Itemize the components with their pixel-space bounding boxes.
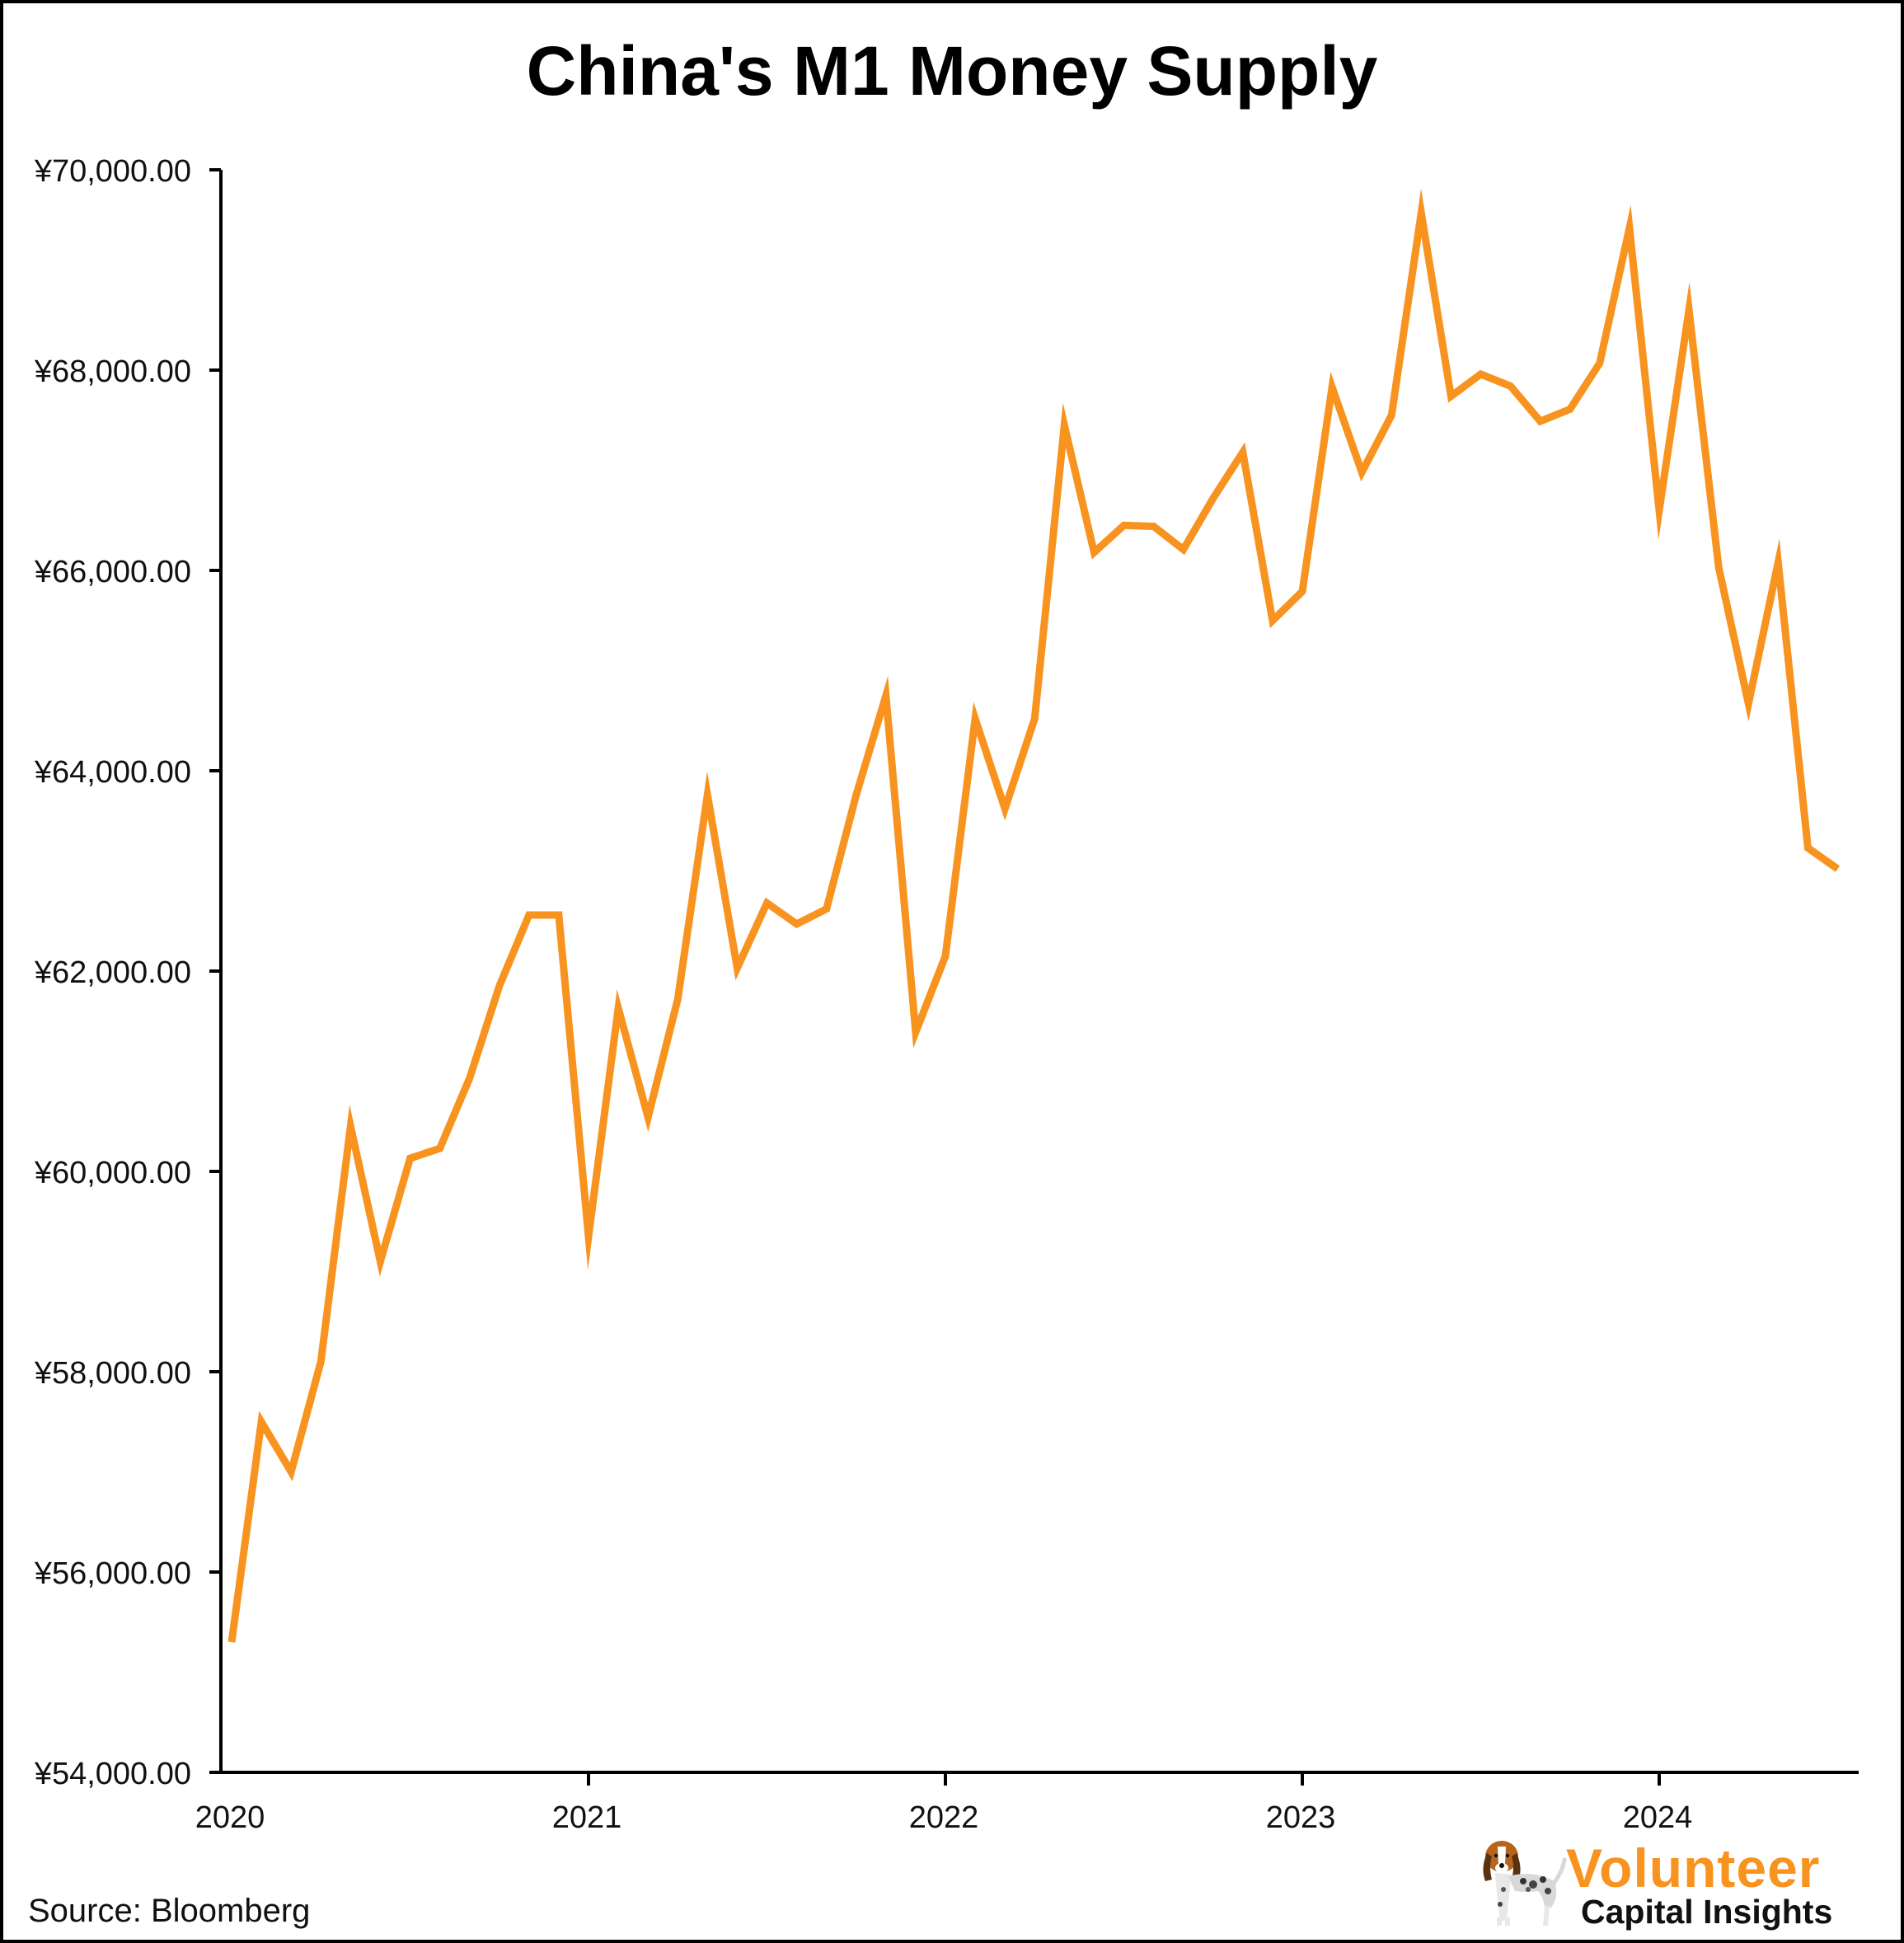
y-tick-label: ¥64,000.00 (34, 755, 191, 790)
x-tick-label: 2024 (1623, 1800, 1693, 1835)
y-tick-label: ¥54,000.00 (34, 1757, 191, 1791)
y-tick-label: ¥56,000.00 (34, 1556, 191, 1591)
y-tick-label: ¥58,000.00 (34, 1356, 191, 1391)
x-tick-label: 2022 (909, 1800, 979, 1835)
y-tick-label: ¥68,000.00 (34, 354, 191, 389)
x-tick-label: 2021 (552, 1800, 622, 1835)
y-tick-label: ¥62,000.00 (34, 955, 191, 990)
chart-axes (219, 170, 1859, 1774)
x-tick-label: 2023 (1266, 1800, 1336, 1835)
logo-wordmark-primary: Volunteer (1566, 1837, 1821, 1898)
logo-wordmark-secondary: Capital Insights (1581, 1893, 1833, 1931)
series-line (227, 188, 1841, 1643)
y-axis-ticks: ¥54,000.00 ¥56,000.00 ¥58,000.00 ¥60,000.00… (34, 154, 221, 1791)
beagle-dog-icon (1483, 1841, 1567, 1926)
series-layer (227, 188, 1841, 1643)
y-tick-label: ¥60,000.00 (34, 1156, 191, 1190)
chart-title: China's M1 Money Supply (526, 32, 1378, 110)
source-note: Source: Bloomberg (28, 1893, 311, 1929)
y-tick-label: ¥66,000.00 (34, 555, 191, 589)
x-axis-ticks: 2020 2021 2022 2023 2024 (195, 1772, 1693, 1835)
brand-logo: Volunteer Capital Insights (1475, 1837, 1896, 1940)
y-tick-label: ¥70,000.00 (34, 154, 191, 189)
x-tick-label: 2020 (195, 1800, 265, 1835)
